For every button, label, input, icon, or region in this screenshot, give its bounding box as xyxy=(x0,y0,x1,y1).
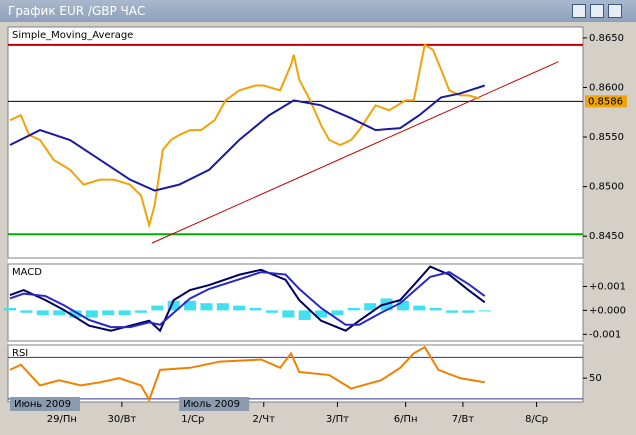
histogram-bar xyxy=(20,310,33,313)
histogram-bar xyxy=(184,300,197,311)
month-label-box xyxy=(10,397,80,411)
histogram-bar xyxy=(36,310,49,316)
histogram-bar xyxy=(315,310,328,318)
histogram-bar xyxy=(446,310,459,313)
panel-frame xyxy=(7,26,584,259)
month-label: Июнь 2009 xyxy=(14,399,71,410)
title-bar: График EUR /GBP ЧАС xyxy=(0,0,636,22)
panel-frame xyxy=(7,263,584,342)
histogram-bar xyxy=(102,310,115,316)
x-tick-label: 30/Вт xyxy=(107,414,136,425)
histogram-bar xyxy=(69,310,82,318)
close-button[interactable] xyxy=(608,4,622,18)
series-line xyxy=(9,84,486,192)
minimize-button[interactable] xyxy=(572,4,586,18)
trend-line xyxy=(151,61,559,244)
panel-title: RSI xyxy=(12,348,28,359)
histogram-bar xyxy=(118,310,131,316)
series-line xyxy=(9,345,485,403)
chart-background xyxy=(8,27,583,402)
y-tick-label: 0.8600 xyxy=(589,82,624,93)
panel-title: MACD xyxy=(12,267,42,278)
histogram-bar xyxy=(478,310,491,312)
maximize-button[interactable] xyxy=(590,4,604,18)
histogram-bar xyxy=(249,308,262,311)
price-marker xyxy=(585,95,627,108)
x-tick-label: 29/Пн xyxy=(47,414,77,425)
y-tick-label: 50 xyxy=(589,373,602,384)
month-label-box xyxy=(179,397,250,411)
x-tick-label: 1/Ср xyxy=(181,414,204,425)
histogram-bar xyxy=(413,305,426,311)
histogram-bar xyxy=(265,310,278,313)
x-tick-label: 8/Ср xyxy=(525,414,548,425)
x-tick-label: 2/Чт xyxy=(253,414,276,425)
histogram-bar xyxy=(167,300,180,311)
price-label: 0.8586 xyxy=(588,96,623,107)
y-tick-label: -0.001 xyxy=(589,329,621,340)
histogram-bar xyxy=(298,310,311,320)
y-tick-label: 0.8450 xyxy=(589,231,624,242)
x-tick-label: 3/Пт xyxy=(326,414,349,425)
panel-title: Simple_Moving_Average xyxy=(12,30,133,41)
series-line xyxy=(9,265,486,333)
y-tick-label: 0.8550 xyxy=(589,132,624,143)
x-tick-label: 6/Пн xyxy=(394,414,418,425)
x-tick-label: 7/Вт xyxy=(452,414,475,425)
histogram-bar xyxy=(134,310,147,313)
histogram-bar xyxy=(347,308,360,311)
y-tick-label: 0.8500 xyxy=(589,182,624,193)
histogram-bar xyxy=(53,310,66,316)
series-line xyxy=(9,271,486,329)
histogram-bar xyxy=(85,310,98,318)
histogram-bar xyxy=(331,310,344,316)
histogram-bar xyxy=(429,308,442,311)
histogram-bar xyxy=(364,303,377,311)
y-tick-label: +0.000 xyxy=(589,305,626,316)
histogram-bar xyxy=(462,310,475,313)
month-label: Июль 2009 xyxy=(183,399,240,410)
histogram-bar xyxy=(151,305,164,311)
histogram-bar xyxy=(200,303,213,311)
histogram-bar xyxy=(282,310,295,318)
panel-frame xyxy=(7,344,584,403)
series-line xyxy=(9,43,480,230)
histogram-bar xyxy=(216,303,229,311)
chart: 0.8650 0.8600 0.8550 0.8500 0.8450 0.8586 Simp… xyxy=(4,26,627,425)
y-tick-label: +0.001 xyxy=(589,281,626,292)
histogram-bar xyxy=(233,305,246,311)
histogram-bar xyxy=(4,308,16,311)
window-title: График EUR /GBP ЧАС xyxy=(8,4,146,18)
y-tick-label: 0.8650 xyxy=(589,33,624,44)
histogram-bar xyxy=(396,300,409,311)
